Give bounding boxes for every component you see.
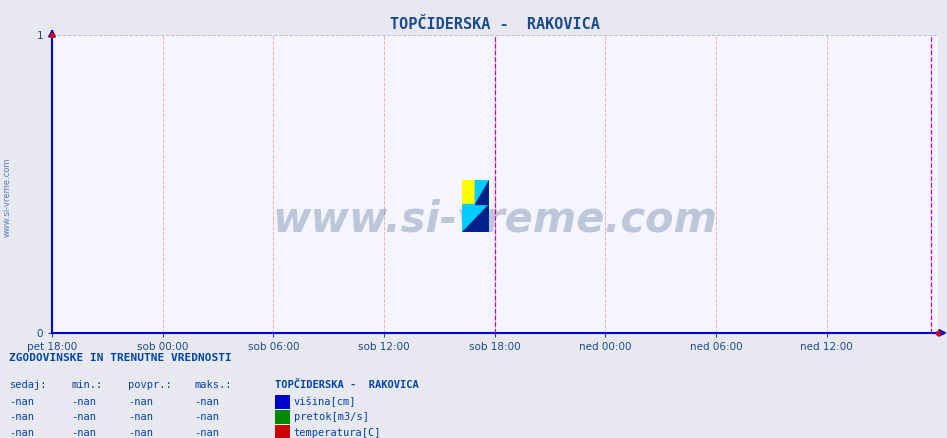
Text: www.si-vreme.com: www.si-vreme.com [273,199,717,241]
Text: maks.:: maks.: [194,380,232,390]
Text: -nan: -nan [194,397,219,407]
Polygon shape [462,204,489,232]
Text: -nan: -nan [128,413,152,423]
Text: www.si-vreme.com: www.si-vreme.com [3,157,12,237]
Text: -nan: -nan [128,397,152,407]
Text: -nan: -nan [9,428,34,438]
Text: povpr.:: povpr.: [128,380,171,390]
Text: sedaj:: sedaj: [9,380,47,390]
Text: -nan: -nan [9,397,34,407]
Bar [462,180,475,204]
Polygon shape [462,204,489,232]
Text: -nan: -nan [194,428,219,438]
Title: TOPČIDERSKA -  RAKOVICA: TOPČIDERSKA - RAKOVICA [390,18,599,32]
Text: -nan: -nan [128,428,152,438]
Text: min.:: min.: [71,380,102,390]
Text: višina[cm]: višina[cm] [294,397,356,407]
Bar [475,180,489,204]
Text: -nan: -nan [71,428,96,438]
Text: -nan: -nan [9,413,34,423]
Text: TOPČIDERSKA -  RAKOVICA: TOPČIDERSKA - RAKOVICA [275,380,419,390]
Text: ZGODOVINSKE IN TRENUTNE VREDNOSTI: ZGODOVINSKE IN TRENUTNE VREDNOSTI [9,353,232,364]
Text: -nan: -nan [194,413,219,423]
Polygon shape [475,180,489,204]
Text: -nan: -nan [71,397,96,407]
Polygon shape [475,180,489,204]
Text: temperatura[C]: temperatura[C] [294,428,381,438]
Text: -nan: -nan [71,413,96,423]
Text: pretok[m3/s]: pretok[m3/s] [294,413,368,423]
